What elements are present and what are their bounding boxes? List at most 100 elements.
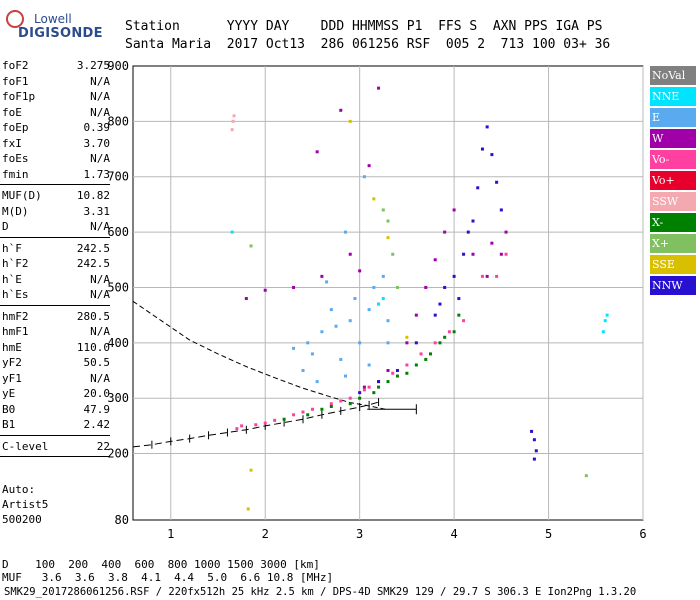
echo-point [353, 297, 357, 301]
param-value: N/A [90, 272, 110, 286]
echo-point [534, 449, 538, 453]
parameter-panel: foF2 3.275 foF1 N/A foF1p N/A foE N/A foEp 0.39 fx… [0, 58, 112, 460]
param-row: fmin 1.73 [0, 167, 112, 183]
echo-point [438, 341, 442, 345]
echo-point [230, 128, 234, 132]
param-row: D N/A [0, 219, 112, 235]
echo-point [292, 285, 296, 289]
param-row: h`F2 242.5 [0, 256, 112, 272]
param-name: h`E [2, 272, 22, 286]
param-name: foE [2, 105, 22, 119]
echo-point [532, 438, 536, 442]
echo-point [320, 330, 324, 334]
echo-point [480, 274, 484, 278]
echo-point [292, 413, 296, 417]
echo-point [447, 330, 451, 334]
echo-point [452, 330, 456, 334]
legend-item: NNE [650, 87, 696, 108]
y-tick-label: 700 [107, 170, 129, 184]
echo-point [386, 319, 390, 323]
echo-point [476, 186, 480, 190]
echo-point [452, 208, 456, 212]
echo-point [419, 352, 423, 356]
echo-point [405, 341, 409, 345]
echo-point [377, 302, 381, 306]
param-row: foF1p N/A [0, 89, 112, 105]
legend-item: X+ [650, 234, 696, 255]
param-row: foEp 0.39 [0, 120, 112, 136]
echo-point [249, 468, 253, 472]
echo-point [438, 302, 442, 306]
echo-point [601, 330, 605, 334]
echo-point [424, 357, 428, 361]
param-row: C-level 22 [0, 439, 112, 455]
echo-point [457, 313, 461, 317]
param-value: 3.70 [83, 136, 111, 150]
legend-item: NNW [650, 276, 696, 297]
echo-point [310, 352, 314, 356]
y-tick-label: 80 [115, 513, 129, 527]
autoscaling-info: Auto: Artist5 500200 [2, 482, 48, 527]
echo-point [480, 147, 484, 151]
echo-point [372, 285, 376, 289]
echo-point [334, 324, 338, 328]
param-value: N/A [90, 152, 110, 165]
echo-point [584, 474, 588, 478]
param-value: 10.82 [76, 189, 110, 202]
param-row: MUF(D) 10.82 [0, 188, 112, 204]
echo-point [377, 86, 381, 90]
echo-point [485, 125, 489, 129]
param-value: 110.0 [76, 340, 110, 354]
echo-point [348, 319, 352, 323]
param-name: C-level [2, 439, 49, 453]
y-tick-label: 800 [107, 114, 129, 128]
param-value: 280.5 [76, 309, 110, 323]
echo-point [605, 313, 609, 317]
muf-distance-table: D 100 200 400 600 800 1000 1500 3000 [km… [2, 558, 333, 584]
param-name: fxI [2, 136, 22, 150]
echo-point [282, 417, 286, 421]
param-name: foEs [2, 152, 29, 165]
param-name: yF1 [2, 371, 22, 385]
legend-item: W [650, 129, 696, 150]
echo-point [433, 313, 437, 317]
param-name: hmF2 [2, 309, 29, 323]
logo-line-1: Lowell [34, 12, 72, 26]
plot-frame [132, 65, 644, 521]
echo-point [320, 274, 324, 278]
echo-point [348, 119, 352, 123]
echo-point [457, 297, 461, 301]
x-tick-label: 3 [356, 527, 363, 541]
param-value: N/A [90, 371, 110, 385]
echo-point [530, 429, 534, 433]
echo-point [395, 374, 399, 378]
echo-point [348, 252, 352, 256]
echo-point [429, 352, 432, 356]
echo-point [603, 319, 607, 323]
param-name: M(D) [2, 204, 29, 218]
param-name: foEp [2, 121, 29, 134]
echo-point [231, 119, 235, 123]
param-name: fmin [2, 167, 29, 181]
echo-point [325, 280, 329, 284]
echo-point [301, 410, 305, 414]
y-tick-label: 600 [107, 225, 129, 239]
param-row: h`Es N/A [0, 287, 112, 303]
echo-point [424, 285, 428, 289]
param-value: 20.0 [83, 387, 111, 400]
echo-point [490, 153, 494, 157]
echo-point [405, 363, 409, 367]
legend-item: Vo+ [650, 171, 696, 192]
echo-point [391, 252, 395, 256]
param-separator [0, 434, 110, 436]
echo-point [339, 399, 343, 403]
param-name: hmE [2, 340, 22, 354]
echo-point [462, 319, 466, 323]
echo-point [232, 114, 236, 118]
logo-line-2: DIGISONDE [18, 26, 103, 41]
legend-item: SSE [650, 255, 696, 276]
echo-point [301, 369, 305, 373]
echo-point [485, 274, 489, 278]
echo-point [381, 274, 385, 278]
echo-point [246, 507, 250, 511]
